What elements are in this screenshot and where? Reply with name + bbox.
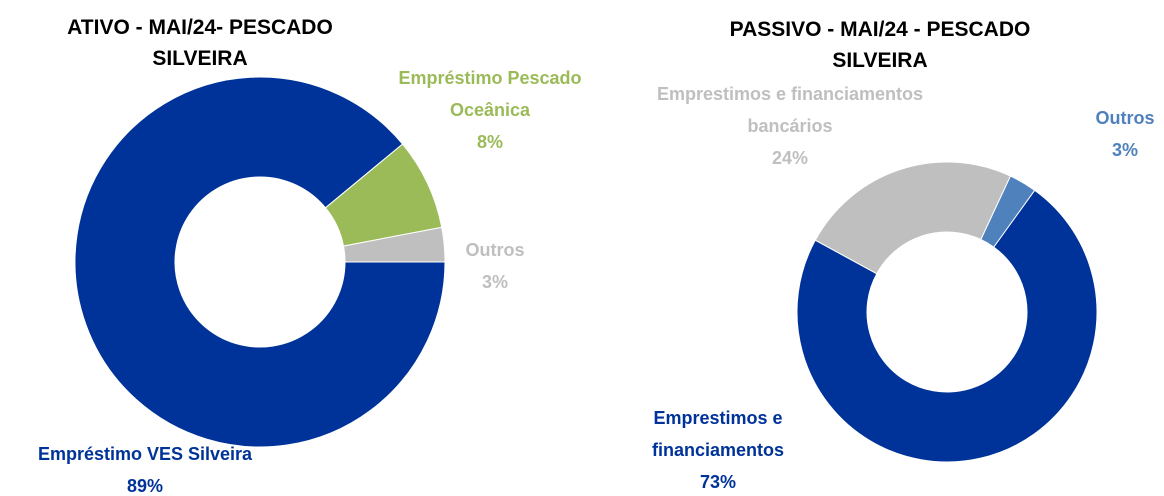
slice-label: Outros 3% xyxy=(1075,102,1164,166)
category-label: Empréstimo VES Silveira xyxy=(37,444,253,464)
category-label: Outros xyxy=(1095,108,1155,128)
slice-label: Emprestimos e financiamentos bancários 24… xyxy=(655,78,925,174)
category-label: Outros xyxy=(465,240,525,260)
chart-title: ATIVO - MAI/24- PESCADO SILVEIRA xyxy=(67,16,333,70)
slice-label: Emprestimos e financiamentos 73% xyxy=(628,402,808,496)
slice-label: Empréstimo VES Silveira 89% xyxy=(0,438,305,496)
slice-label: Outros 3% xyxy=(435,234,555,298)
value-label: 8% xyxy=(476,132,503,152)
slice-label: Empréstimo Pescado Oceânica 8% xyxy=(385,62,595,158)
value-label: 3% xyxy=(1111,140,1138,160)
donut-slice xyxy=(814,161,1012,275)
chart-title: PASSIVO - MAI/24 - PESCADO SILVEIRA xyxy=(729,18,1031,72)
donut-slice xyxy=(342,226,446,263)
category-label: Emprestimos e financiamentos xyxy=(651,408,785,460)
value-label: 89% xyxy=(126,476,164,496)
value-label: 3% xyxy=(481,272,508,292)
category-label: Emprestimos e financiamentos bancários xyxy=(656,84,924,136)
donut-slice xyxy=(796,189,1098,463)
value-label: 73% xyxy=(699,472,737,492)
category-label: Empréstimo Pescado Oceânica xyxy=(398,68,582,120)
value-label: 24% xyxy=(771,148,809,168)
donut-slice xyxy=(74,76,446,448)
